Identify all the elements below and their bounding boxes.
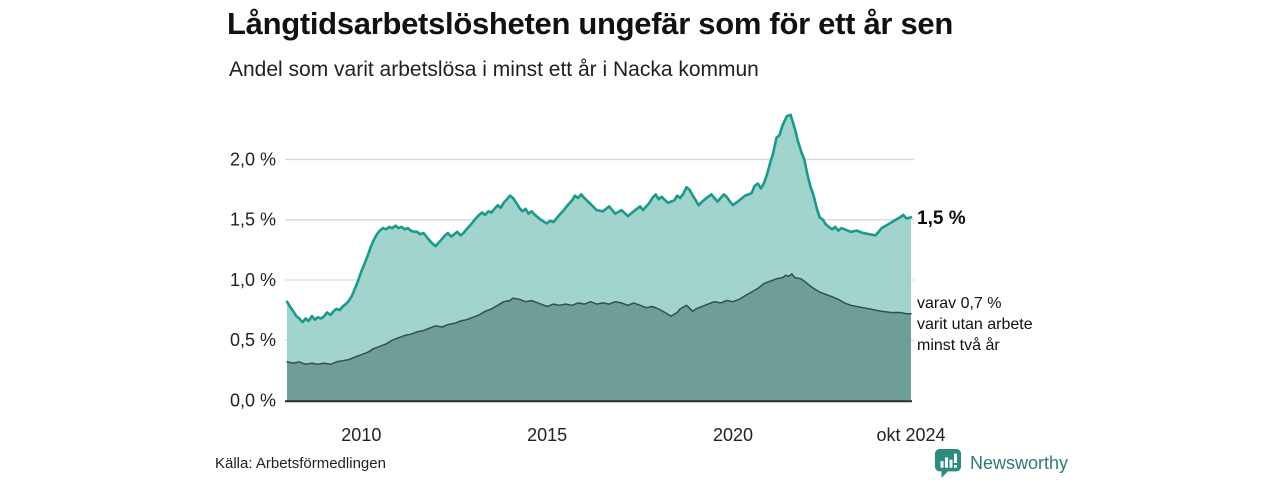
x-tick-label: 2015 [527, 425, 567, 445]
x-tick-label: okt 2024 [876, 425, 945, 445]
chart-subtitle: Andel som varit arbetslösa i minst ett å… [229, 58, 759, 81]
source-note: Källa: Arbetsförmedlingen [215, 455, 386, 472]
y-tick-label: 1,0 % [230, 270, 276, 290]
y-tick-label: 1,5 % [230, 210, 276, 230]
newsworthy-icon [934, 449, 962, 478]
end-value-label: 1,5 % [917, 208, 966, 229]
secondary-annotation-line-1: varav 0,7 % [917, 295, 1002, 312]
newsworthy-logo: Newsworthy [934, 448, 1068, 478]
y-tick-label: 2,0 % [230, 149, 276, 169]
secondary-annotation: varav 0,7 % varit utan arbete minst två … [917, 293, 1033, 356]
secondary-annotation-line-3: minst två år [917, 337, 1000, 354]
area-fill-utan-arbete-minst-tva-ar [287, 273, 911, 401]
secondary-annotation-line-2: varit utan arbete [917, 316, 1033, 333]
x-tick-label: 2020 [713, 425, 753, 445]
y-tick-label: 0,0 % [230, 391, 276, 411]
line-utan-arbete-minst-tva-ar [286, 273, 912, 366]
line-arbetslosa-minst-ett-ar [285, 113, 913, 324]
y-tick-label: 0,5 % [230, 330, 276, 350]
x-tick-label: 2010 [341, 425, 381, 445]
newsworthy-wordmark: Newsworthy [970, 452, 1069, 473]
page-title: Långtidsarbetslösheten ungefär som för e… [227, 6, 954, 41]
